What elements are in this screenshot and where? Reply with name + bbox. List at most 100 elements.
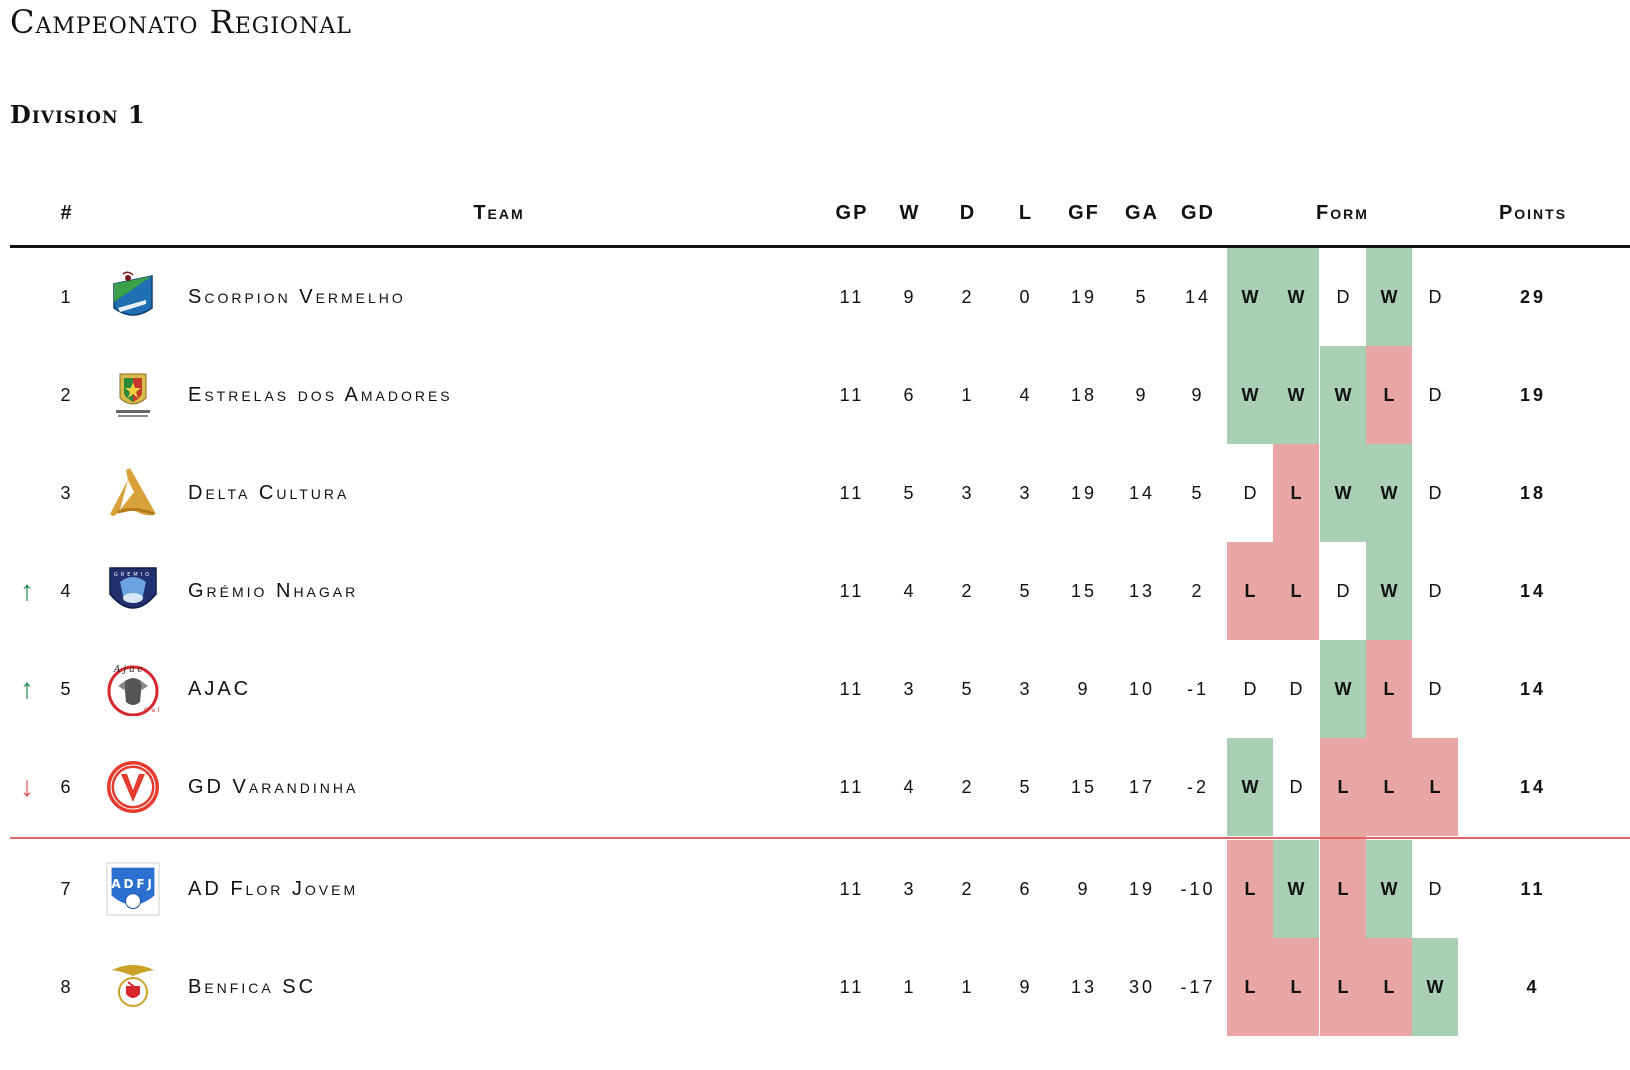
team-logo: [100, 938, 166, 1036]
goals-against: 17: [1128, 776, 1156, 797]
no-movement: [10, 346, 44, 444]
goals-for: 9: [1077, 878, 1091, 899]
table-row: L L L L W 8 Benfica SC 11 1 1 9 13 30 -17 4: [10, 938, 1630, 1036]
team-logo: [100, 346, 166, 444]
goals-for: 19: [1070, 286, 1098, 307]
games-played: 11: [839, 286, 865, 307]
team-logo: [100, 248, 166, 346]
losses: 5: [1019, 580, 1033, 601]
form-result: L: [1227, 542, 1273, 640]
losses: 3: [1019, 678, 1033, 699]
wins: 9: [903, 286, 917, 307]
table-row: W W D W D 1 Scorpion Vermelho 11 9 2 0 19 5 14 29: [10, 248, 1630, 346]
goals-for: 18: [1070, 384, 1098, 405]
form-result: L: [1273, 938, 1319, 1036]
svg-text:GREMIO: GREMIO: [114, 572, 152, 578]
down-arrow-icon: ↓: [20, 771, 34, 802]
team-name[interactable]: GD Varandinha: [188, 775, 359, 798]
points: 14: [1519, 580, 1547, 601]
form-result: L: [1227, 840, 1273, 938]
team-rank: 6: [60, 776, 74, 797]
goals-against: 9: [1135, 384, 1149, 405]
wins: 3: [903, 678, 917, 699]
header-ga: GA: [1125, 202, 1159, 224]
form-result: L: [1273, 542, 1319, 640]
team-name[interactable]: Estrelas dos Amadores: [188, 383, 453, 406]
losses: 0: [1019, 286, 1033, 307]
team-name[interactable]: Delta Cultura: [188, 481, 350, 504]
form-result: W: [1273, 346, 1319, 444]
wins: 4: [903, 580, 917, 601]
goal-difference: -1: [1186, 678, 1209, 699]
goal-difference: 14: [1184, 286, 1212, 307]
form-result: L: [1320, 738, 1366, 836]
relegation-divider: [10, 836, 1630, 840]
draws: 1: [961, 384, 975, 405]
team-name[interactable]: Grémio Nhagar: [188, 579, 359, 602]
page-title: Campeonato Regional: [10, 3, 352, 41]
team-name[interactable]: AJAC: [188, 677, 252, 700]
goals-for: 15: [1070, 580, 1098, 601]
team-rank: 3: [60, 482, 74, 503]
form-result: W: [1366, 248, 1412, 346]
goals-against: 14: [1128, 482, 1156, 503]
form-result: W: [1320, 444, 1366, 542]
team-logo: ADFJ: [100, 840, 166, 938]
goal-difference: 5: [1191, 482, 1205, 503]
svg-text:Ajac: Ajac: [113, 665, 146, 675]
team-rank: 8: [60, 976, 74, 997]
goals-against: 19: [1128, 878, 1156, 899]
svg-text:Calh.: Calh.: [144, 707, 160, 714]
points: 18: [1519, 482, 1547, 503]
goals-against: 10: [1128, 678, 1156, 699]
games-played: 11: [839, 776, 865, 797]
points: 4: [1526, 976, 1540, 997]
form-result: D: [1336, 580, 1350, 601]
wins: 4: [903, 776, 917, 797]
losses: 3: [1019, 482, 1033, 503]
form-result: D: [1243, 482, 1257, 503]
team-name[interactable]: Scorpion Vermelho: [188, 285, 406, 308]
form-result: D: [1289, 776, 1303, 797]
header-points: Points: [1498, 202, 1568, 224]
team-name[interactable]: AD Flor Jovem: [188, 877, 359, 900]
form-result: W: [1273, 840, 1319, 938]
table-row: L L D W D ↑ 4 GREMIO Grémio Nhagar 11 4 2 5 15 13 2 14: [10, 542, 1630, 640]
form-result: L: [1366, 640, 1412, 738]
team-rank: 1: [60, 286, 74, 307]
goal-difference: 9: [1191, 384, 1205, 405]
form-result: W: [1412, 938, 1458, 1036]
form-result: D: [1336, 286, 1350, 307]
team-rank: 7: [60, 878, 74, 899]
form-result: W: [1366, 542, 1412, 640]
header-form: Form: [1316, 202, 1369, 224]
no-movement: [10, 840, 44, 938]
form-result: W: [1227, 248, 1273, 346]
wins: 5: [903, 482, 917, 503]
goal-difference: -10: [1180, 878, 1216, 899]
form-result: D: [1243, 678, 1257, 699]
wins: 1: [903, 976, 917, 997]
header-d: D: [959, 202, 977, 224]
games-played: 11: [839, 384, 865, 405]
form-result: W: [1366, 444, 1412, 542]
table-row: L W L W D 7 ADFJ AD Flor Jovem 11 3 2 6 9 19 -10 11: [10, 840, 1630, 938]
team-logo: GREMIO: [100, 542, 166, 640]
up-arrow-icon: ↑: [20, 575, 34, 606]
goal-difference: -17: [1180, 976, 1216, 997]
up-arrow-icon: ↑: [20, 673, 34, 704]
form-result: D: [1428, 878, 1442, 899]
no-movement: [10, 938, 44, 1036]
header-gf: GF: [1068, 202, 1100, 224]
points: 14: [1519, 678, 1547, 699]
form-result: D: [1428, 678, 1442, 699]
wins: 6: [903, 384, 917, 405]
no-movement: [10, 248, 44, 346]
table-row: W D L L L ↓ 6 GD Varandinha 11 4 2 5 15 17 -2 14: [10, 738, 1630, 836]
goal-difference: -2: [1186, 776, 1209, 797]
form-result: W: [1227, 738, 1273, 836]
form-result: W: [1320, 640, 1366, 738]
team-name[interactable]: Benfica SC: [188, 975, 317, 998]
